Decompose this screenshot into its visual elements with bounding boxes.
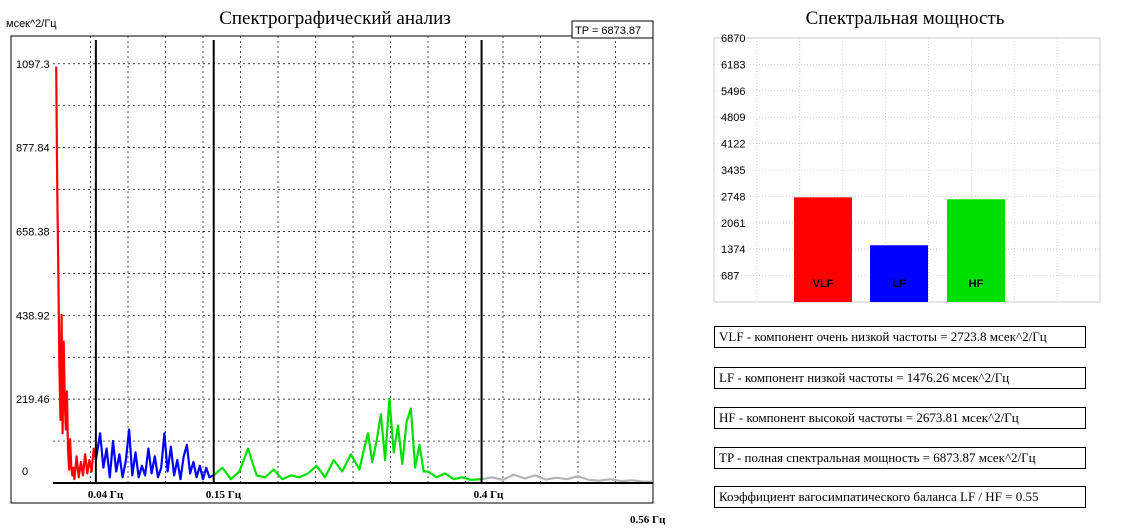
band-boundary-label: 0.4 Гц	[474, 489, 504, 501]
x-max-label: 0.56 Гц	[630, 514, 666, 526]
y-tick-label: 438.92	[16, 310, 50, 322]
spectrogram-grid	[53, 36, 653, 483]
tp-label: TP = 6873.87	[575, 25, 641, 37]
band-boundary-label: 0.15 Гц	[206, 489, 242, 501]
info-lf-hf-ratio: Коэффициент вагосимпатического баланса L…	[714, 486, 1086, 508]
series-line-above-0.4	[481, 473, 654, 483]
y-tick-label: 658.38	[16, 226, 50, 238]
spectrogram-frame	[10, 35, 654, 504]
y-tick-label: 877.84	[16, 143, 50, 155]
y-tick-label: 1097.3	[16, 59, 50, 71]
y-tick-label: 0	[22, 466, 28, 478]
spectrogram-band-labels: 0.04 Гц 0.15 Гц 0.4 Гц	[88, 489, 504, 501]
tp-box	[571, 20, 654, 39]
y-axis-unit: мсек^2/Гц	[6, 18, 57, 30]
spectrogram-y-ticks: 0 219.46 438.92 658.38 877.84 1097.3	[16, 59, 50, 478]
info-hf: HF - компонент высокой частоты = 2673.81…	[714, 407, 1086, 429]
spectrogram-title: Спектрографический анализ	[219, 8, 451, 29]
info-vlf: VLF - компонент очень низкой частоты = 2…	[714, 326, 1086, 348]
band-boundary-label: 0.04 Гц	[88, 489, 124, 501]
spectrogram-series	[55, 66, 654, 483]
series-line-hf	[212, 397, 482, 481]
info-tp: TP - полная спектральная мощность = 6873…	[714, 447, 1086, 469]
series-line-vlf	[55, 66, 97, 481]
y-tick-label: 219.46	[16, 394, 50, 406]
series-line-lf	[94, 428, 215, 481]
spectrogram-band-lines	[94, 40, 483, 483]
info-lf: LF - компонент низкой частоты = 1476.26 …	[714, 367, 1086, 389]
power-title: Спектральная мощность	[805, 8, 1005, 29]
